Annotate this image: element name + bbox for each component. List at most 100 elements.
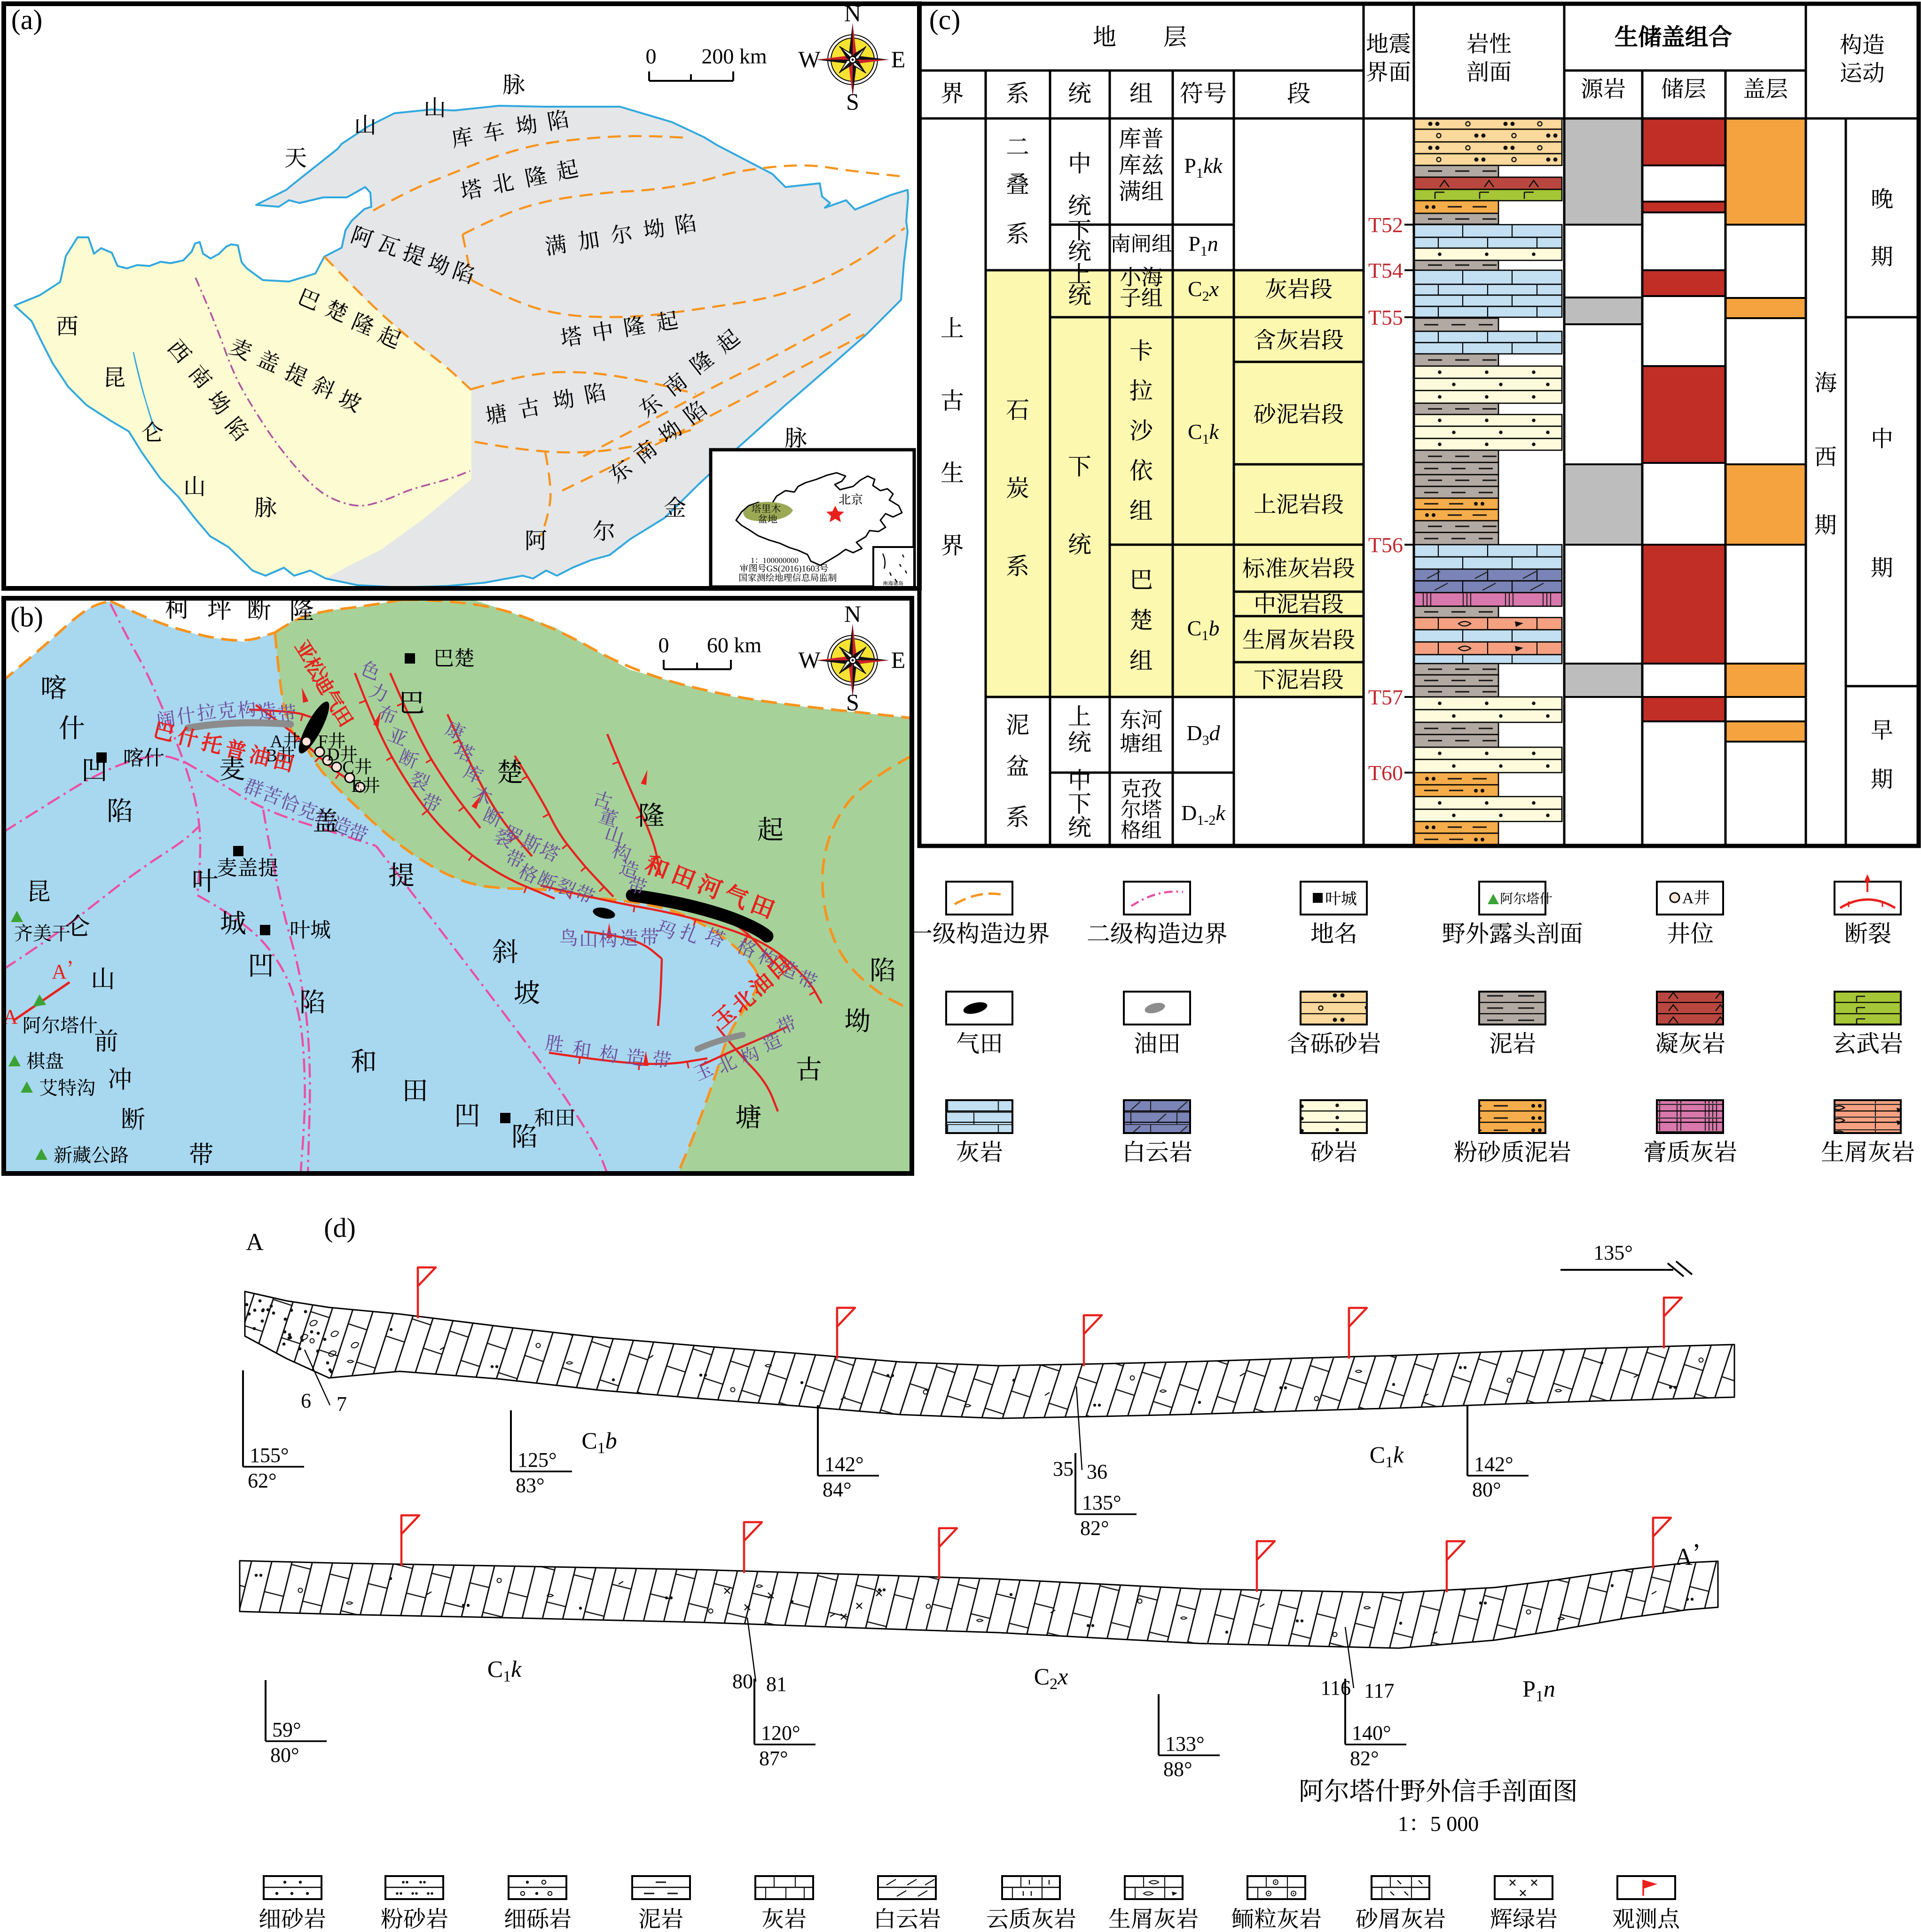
svg-text:生屑灰岩: 生屑灰岩 — [1821, 1134, 1915, 1167]
svg-text:地震: 地震 — [1366, 26, 1411, 58]
svg-text:喀: 喀 — [40, 667, 67, 705]
svg-text:审图号GS(2016)1603号: 审图号GS(2016)1603号 — [740, 562, 829, 574]
svg-text:粉砂质泥岩: 粉砂质泥岩 — [1454, 1134, 1571, 1167]
svg-text:剖面: 剖面 — [1466, 54, 1512, 86]
svg-text:陷: 陷 — [672, 206, 698, 240]
svg-text:T57: T57 — [1368, 680, 1403, 711]
svg-text:C1k: C1k — [1188, 415, 1220, 448]
svg-text:生储盖组合: 生储盖组合 — [1615, 18, 1732, 52]
svg-text:83°: 83° — [516, 1468, 545, 1498]
svg-text:T60: T60 — [1368, 756, 1403, 787]
svg-text:期: 期 — [1814, 507, 1837, 540]
svg-text:加: 加 — [575, 222, 602, 256]
svg-text:下: 下 — [1068, 212, 1091, 246]
svg-text:155°: 155° — [250, 1438, 289, 1468]
svg-text:84°: 84° — [823, 1472, 852, 1502]
svg-text:细砂岩: 细砂岩 — [259, 1901, 326, 1930]
svg-text:东河: 东河 — [1120, 703, 1163, 734]
svg-text:砂岩: 砂岩 — [1310, 1134, 1357, 1167]
svg-text:辉绿岩: 辉绿岩 — [1490, 1901, 1558, 1930]
svg-text:82°: 82° — [1080, 1511, 1109, 1541]
svg-text:200 km: 200 km — [701, 39, 767, 70]
svg-text:生屑灰岩段: 生屑灰岩段 — [1242, 622, 1355, 654]
svg-text:凝灰岩: 凝灰岩 — [1655, 1025, 1725, 1059]
svg-text:金: 金 — [664, 490, 686, 522]
svg-text:界: 界 — [941, 527, 964, 561]
svg-text:断裂: 断裂 — [1844, 915, 1891, 949]
svg-text:气田: 气田 — [956, 1025, 1003, 1059]
svg-text:山: 山 — [183, 469, 206, 501]
svg-text:期: 期 — [1871, 550, 1893, 582]
svg-text:斜: 斜 — [492, 931, 518, 969]
svg-text:塔里木: 塔里木 — [752, 501, 781, 516]
svg-text:麦盖提: 麦盖提 — [217, 851, 279, 881]
svg-text:卡: 卡 — [1129, 332, 1153, 366]
svg-text:81: 81 — [766, 1667, 787, 1697]
svg-text:柯: 柯 — [165, 589, 189, 624]
svg-text:砂屑灰岩: 砂屑灰岩 — [1356, 1901, 1446, 1930]
svg-text:麦: 麦 — [219, 749, 245, 786]
svg-text:界: 界 — [941, 75, 964, 109]
svg-text:什: 什 — [59, 708, 85, 745]
svg-text:组: 组 — [1129, 75, 1153, 109]
svg-text:叠: 叠 — [1006, 166, 1029, 200]
svg-text:陷: 陷 — [299, 982, 326, 1019]
svg-text:尔: 尔 — [608, 216, 635, 250]
svg-text:盆地: 盆地 — [758, 512, 777, 526]
svg-text:构: 构 — [598, 1039, 620, 1068]
svg-text:A井: A井 — [270, 727, 301, 752]
svg-text:(c): (c) — [929, 0, 961, 38]
svg-text:(d): (d) — [324, 1205, 356, 1245]
svg-text:石: 石 — [1006, 391, 1029, 425]
svg-text:叶: 叶 — [192, 860, 218, 898]
svg-text:带: 带 — [640, 923, 659, 949]
svg-text:叶城: 叶城 — [290, 913, 331, 943]
svg-text:白云岩: 白云岩 — [1122, 1134, 1192, 1167]
svg-text:133°: 133° — [1165, 1727, 1205, 1757]
svg-text:库: 库 — [448, 119, 475, 154]
svg-text:储层: 储层 — [1661, 71, 1706, 103]
svg-text:天: 天 — [284, 140, 307, 172]
svg-text:脉: 脉 — [254, 490, 277, 522]
svg-text:砂泥岩段: 砂泥岩段 — [1254, 396, 1344, 429]
svg-text:山: 山 — [423, 90, 446, 122]
svg-text:段: 段 — [1287, 75, 1310, 109]
svg-text:源岩: 源岩 — [1581, 71, 1626, 103]
svg-text:C1k: C1k — [1370, 1436, 1404, 1472]
svg-text:克: 克 — [215, 695, 238, 724]
svg-text:统: 统 — [1068, 75, 1091, 109]
svg-text:田: 田 — [402, 1070, 428, 1108]
svg-text:脉: 脉 — [502, 67, 525, 99]
svg-text:80°: 80° — [270, 1738, 299, 1768]
svg-text:齐美干: 齐美干 — [14, 919, 71, 946]
svg-text:二级构造边界: 二级构造边界 — [1087, 915, 1228, 949]
svg-text:格组: 格组 — [1121, 813, 1162, 844]
svg-text:F井: F井 — [318, 727, 345, 752]
svg-text:鲕粒灰岩: 鲕粒灰岩 — [1231, 1901, 1322, 1930]
svg-text:叶城: 叶城 — [1325, 886, 1357, 909]
svg-text:灰岩: 灰岩 — [761, 1901, 807, 1930]
svg-text:陷: 陷 — [107, 790, 133, 828]
svg-text:0: 0 — [659, 628, 669, 659]
svg-text:玄武岩: 玄武岩 — [1833, 1025, 1903, 1059]
svg-text:A: A — [246, 1222, 264, 1257]
svg-text:坡: 坡 — [514, 972, 540, 1010]
svg-text:艾特沟: 艾特沟 — [39, 1073, 95, 1100]
svg-text:地名: 地名 — [1310, 915, 1357, 949]
svg-text:下: 下 — [1068, 448, 1091, 482]
svg-text:起: 起 — [654, 303, 680, 337]
svg-text:古: 古 — [796, 1049, 822, 1087]
svg-text:带: 带 — [651, 1044, 674, 1073]
svg-text:带: 带 — [189, 1135, 213, 1170]
svg-text:昆: 昆 — [26, 872, 51, 907]
svg-text:62°: 62° — [248, 1463, 277, 1494]
svg-text:系: 系 — [1006, 548, 1029, 581]
svg-text:北京: 北京 — [839, 490, 863, 508]
svg-text:A井: A井 — [1682, 885, 1710, 908]
svg-text:中泥岩段: 中泥岩段 — [1254, 586, 1344, 618]
svg-text:二: 二 — [1006, 128, 1029, 162]
svg-text:系: 系 — [1006, 75, 1029, 109]
svg-text:统: 统 — [1068, 724, 1091, 758]
svg-text:和: 和 — [571, 1034, 594, 1063]
svg-text:80: 80 — [732, 1664, 753, 1694]
